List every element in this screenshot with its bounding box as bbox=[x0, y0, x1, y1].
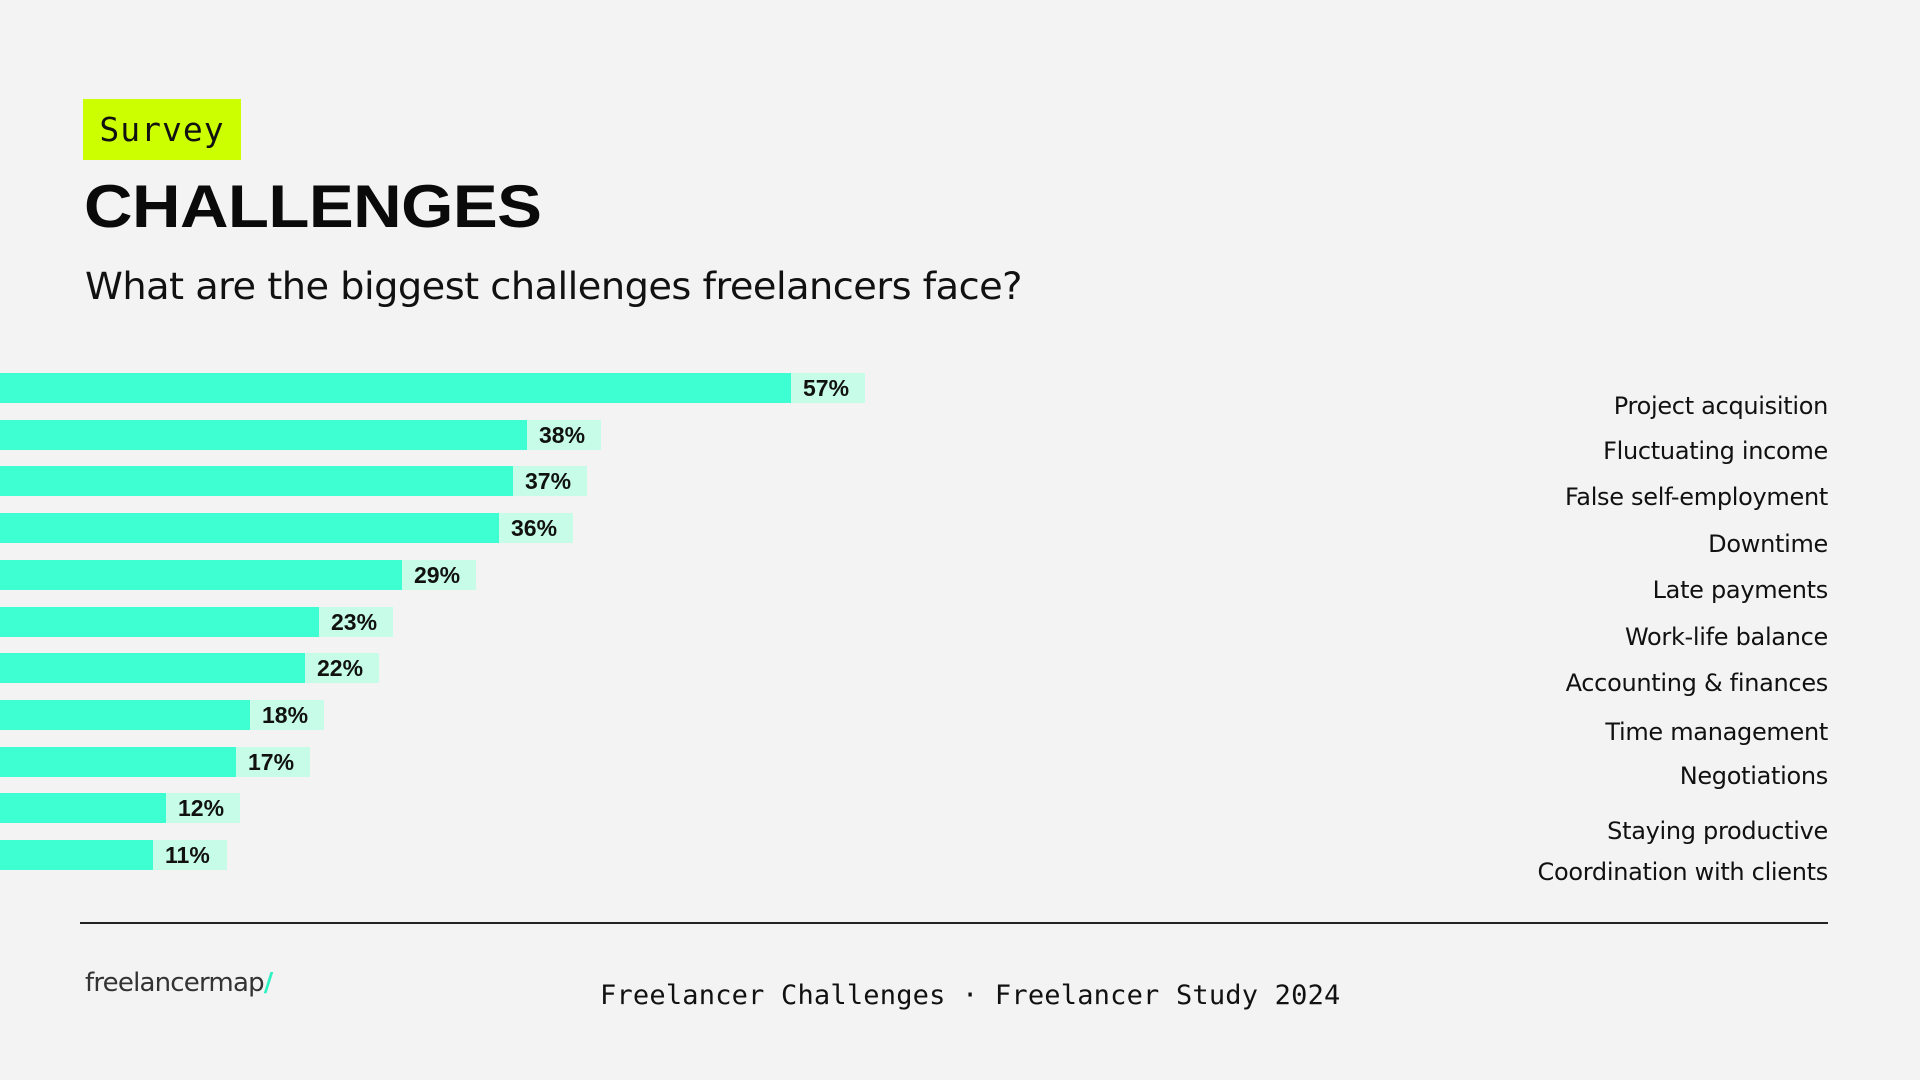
page-subtitle: What are the biggest challenges freelanc… bbox=[85, 265, 1022, 308]
bar-row: 23% bbox=[0, 607, 393, 637]
bar-fill bbox=[0, 513, 499, 543]
category-label: Fluctuating income bbox=[1603, 437, 1828, 465]
logo-slash-icon: / bbox=[263, 968, 273, 998]
bar-value-label: 37% bbox=[513, 466, 587, 496]
category-label: Late payments bbox=[1652, 576, 1829, 604]
bar-value-label: 12% bbox=[166, 793, 240, 823]
bar-fill bbox=[0, 466, 513, 496]
bar-fill bbox=[0, 420, 527, 450]
survey-badge: Survey bbox=[83, 99, 241, 160]
bar-row: 29% bbox=[0, 560, 476, 590]
freelancermap-logo[interactable]: freelancermap/ bbox=[85, 970, 273, 996]
bar-value-label: 29% bbox=[402, 560, 476, 590]
bar-fill bbox=[0, 700, 250, 730]
bar-fill bbox=[0, 560, 402, 590]
footer-divider bbox=[80, 922, 1828, 924]
category-label: Accounting & finances bbox=[1565, 669, 1829, 697]
category-label: Coordination with clients bbox=[1537, 858, 1829, 886]
footer-caption: Freelancer Challenges · Freelancer Study… bbox=[600, 980, 1341, 1011]
category-label: Project acquisition bbox=[1613, 392, 1829, 420]
page-title: CHALLENGES bbox=[84, 173, 542, 240]
category-label: Staying productive bbox=[1607, 817, 1828, 845]
bar-row: 17% bbox=[0, 747, 310, 777]
category-label: Downtime bbox=[1708, 530, 1828, 558]
bar-row: 12% bbox=[0, 793, 240, 823]
bar-row: 57% bbox=[0, 373, 865, 403]
bar-fill bbox=[0, 653, 305, 683]
category-label: Time management bbox=[1605, 718, 1828, 746]
bar-fill bbox=[0, 607, 319, 637]
bar-row: 37% bbox=[0, 466, 587, 496]
bar-value-label: 36% bbox=[499, 513, 573, 543]
bar-fill bbox=[0, 840, 153, 870]
bar-row: 18% bbox=[0, 700, 324, 730]
bar-fill bbox=[0, 747, 236, 777]
bar-row: 11% bbox=[0, 840, 227, 870]
bar-value-label: 57% bbox=[791, 373, 865, 403]
bar-fill bbox=[0, 793, 166, 823]
bar-value-label: 17% bbox=[236, 747, 310, 777]
category-label: Work-life balance bbox=[1624, 623, 1828, 651]
bar-fill bbox=[0, 373, 791, 403]
category-label: False self-employment bbox=[1564, 483, 1828, 511]
logo-text: freelancermap bbox=[85, 968, 265, 998]
bar-value-label: 23% bbox=[319, 607, 393, 637]
bar-value-label: 18% bbox=[250, 700, 324, 730]
bar-row: 22% bbox=[0, 653, 379, 683]
bar-row: 38% bbox=[0, 420, 601, 450]
bar-value-label: 22% bbox=[305, 653, 379, 683]
category-label: Negotiations bbox=[1679, 762, 1829, 790]
bar-row: 36% bbox=[0, 513, 573, 543]
bar-value-label: 38% bbox=[527, 420, 601, 450]
bar-value-label: 11% bbox=[153, 840, 227, 870]
